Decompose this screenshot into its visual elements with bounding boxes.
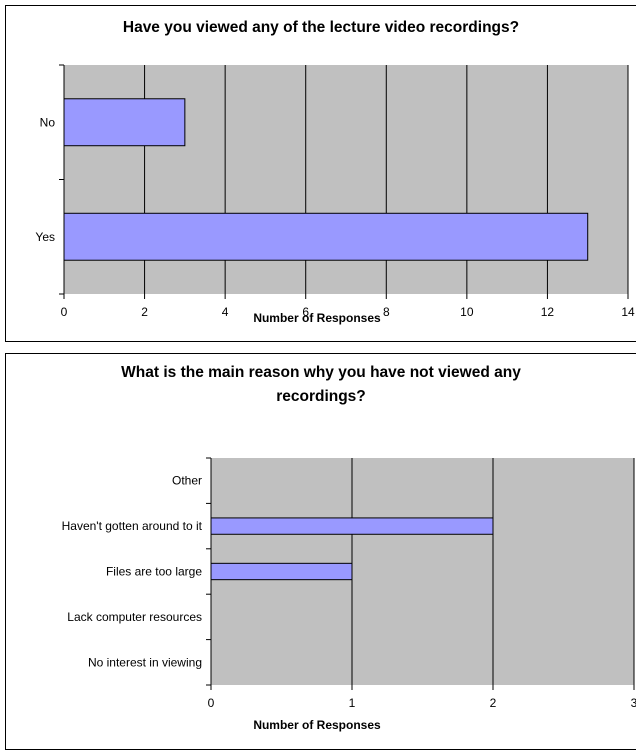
y-category-label: Yes: [35, 230, 55, 244]
x-tick-label: 3: [631, 696, 636, 710]
x-tick-label: 14: [621, 305, 635, 319]
x-tick-label: 12: [541, 305, 555, 319]
chart-title-line-2: recordings?: [276, 388, 366, 405]
chart-plot: 0 2 4 6 8 10 12 14 No Yes: [35, 64, 635, 319]
x-axis-label: Number of Responses: [253, 311, 381, 325]
y-category-label: No interest in viewing: [88, 655, 202, 669]
chart-title: Have you viewed any of the lecture video…: [6, 16, 636, 40]
y-category-label: Files are too large: [106, 565, 202, 579]
bar: [63, 212, 589, 261]
y-category-label: Lack computer resources: [67, 610, 202, 624]
x-axis-label: Number of Responses: [253, 718, 381, 732]
y-category-label: Other: [172, 474, 202, 488]
chart-viewed-recordings: Have you viewed any of the lecture video…: [5, 5, 636, 342]
y-category-label: Haven't gotten around to it: [62, 519, 203, 533]
x-tick-label: 0: [208, 696, 215, 710]
x-tick-label: 1: [349, 696, 356, 710]
bar: [210, 517, 494, 535]
chart-title: What is the main reason why you have not…: [6, 361, 636, 409]
x-tick-label: 0: [61, 305, 68, 319]
bar: [63, 98, 186, 147]
x-tick-label: 10: [460, 305, 474, 319]
bar: [210, 562, 353, 581]
x-tick-label: 6: [302, 305, 309, 319]
x-tick-label: 2: [490, 696, 497, 710]
x-tick-label: 4: [222, 305, 229, 319]
x-tick-label: 8: [383, 305, 390, 319]
chart-reasons-not-viewed: What is the main reason why you have not…: [5, 353, 636, 750]
chart-title-line-1: What is the main reason why you have not…: [121, 364, 521, 381]
chart-plot: 0 1 2 3 Other Haven't gotten around to it File…: [62, 457, 636, 710]
chart-title-text: Have you viewed any of the lecture video…: [122, 19, 520, 36]
x-tick-label: 2: [141, 305, 148, 319]
y-category-label: No: [40, 115, 56, 129]
